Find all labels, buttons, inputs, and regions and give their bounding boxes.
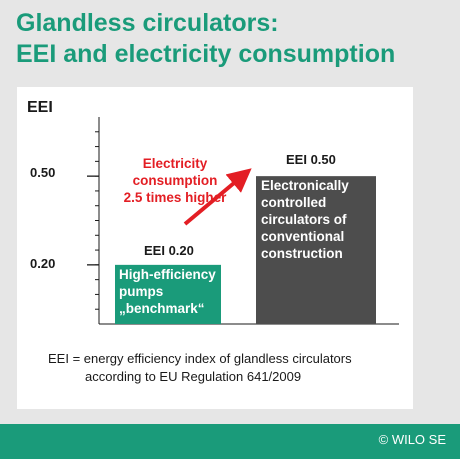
consumption-annotation-line-2: consumption: [132, 173, 218, 188]
bar-text-benchmark-line-1: High-efficiency: [119, 267, 216, 282]
chart-panel: EEI 0.50 0.20 EEI 0.20 EEI 0.50 High-eff…: [17, 87, 413, 409]
y-axis-title: EEI: [27, 99, 53, 116]
chart-title-line-2: EEI and electricity consumption: [16, 40, 396, 68]
chart-canvas: [87, 117, 399, 325]
bar-text-conventional-line-2: controlled: [261, 195, 327, 210]
footer-bar: © WILO SE: [0, 424, 460, 459]
bar-conventional: [256, 176, 376, 324]
consumption-annotation: Electricity consumption 2.5 times higher: [115, 155, 235, 206]
bar-text-conventional-line-3: circulators of: [261, 212, 347, 227]
consumption-annotation-line-3: 2.5 times higher: [123, 190, 227, 205]
bar-text-benchmark: High-efficiency pumps „benchmark“: [119, 266, 216, 317]
bar-text-conventional-line-4: conventional: [261, 229, 345, 244]
bar-text-conventional: Electronically controlled circulators of…: [261, 177, 349, 262]
footnote-line-1: EEI = energy efficiency index of glandle…: [48, 351, 352, 366]
y-tick-label-0-20: 0.20: [30, 256, 56, 271]
consumption-annotation-line-1: Electricity: [142, 156, 208, 171]
bar-text-conventional-line-5: construction: [261, 246, 343, 261]
y-tick-label-0-50: 0.50: [30, 165, 56, 180]
chart-title: Glandless circulators: EEI and electrici…: [16, 8, 456, 70]
chart-title-line-1: Glandless circulators:: [16, 9, 279, 37]
bar-value-label-benchmark: EEI 0.20: [144, 243, 194, 258]
bar-text-benchmark-line-3: „benchmark“: [119, 301, 205, 316]
bar-value-label-conventional: EEI 0.50: [286, 152, 336, 167]
bar-text-conventional-line-1: Electronically: [261, 178, 349, 193]
footnote-line-2: according to EU Regulation 641/2009: [85, 369, 302, 384]
bar-benchmark: [115, 264, 221, 324]
copyright-text: © WILO SE: [378, 432, 446, 447]
bar-text-benchmark-line-2: pumps: [119, 284, 164, 299]
consumption-arrow: [183, 168, 252, 226]
footnote: EEI = energy efficiency index of glandle…: [48, 350, 408, 386]
